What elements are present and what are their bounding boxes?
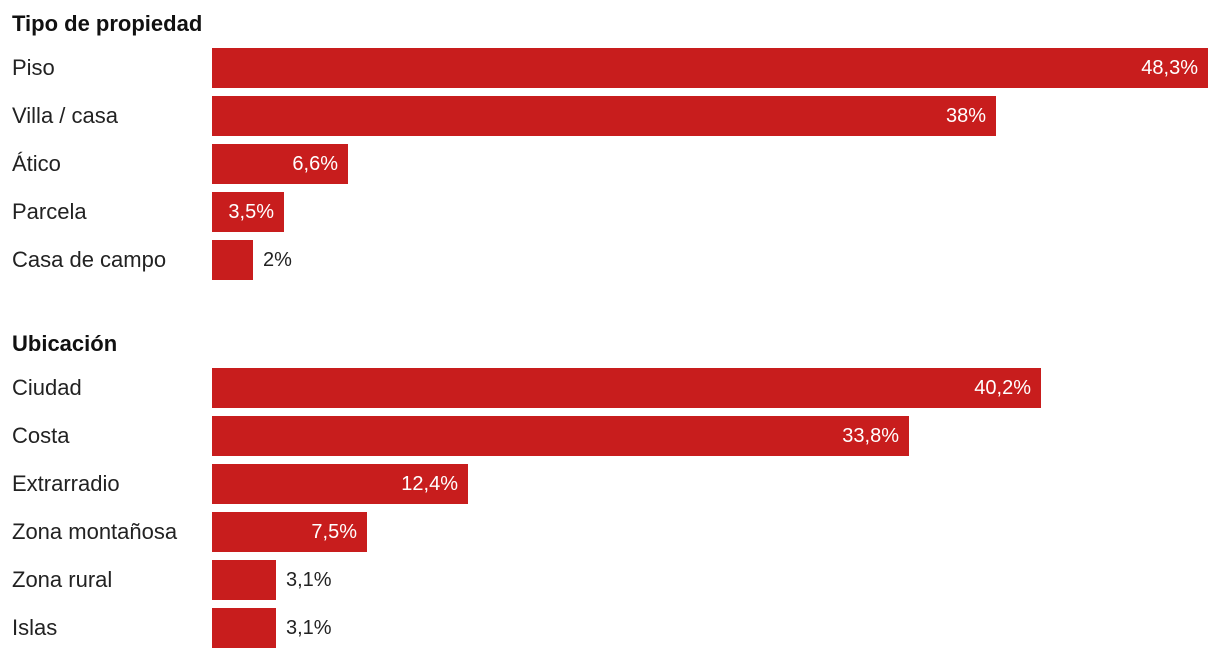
chart-title: Ubicación [12, 331, 118, 356]
value-label: 2% [263, 249, 292, 271]
chart-location: Ubicación Ciudad 40,2% Costa 33,8% Extrarrad… [0, 328, 1220, 658]
value-label: 12,4% [401, 473, 458, 495]
category-label: Villa / casa [12, 103, 118, 128]
bar-row: Villa / casa 38% [0, 96, 1220, 136]
bar-row: Piso 48,3% [0, 48, 1220, 88]
category-label: Extrarradio [12, 471, 120, 496]
bar-row: Extrarradio 12,4% [0, 464, 1220, 504]
bar-row: Casa de campo 2% [0, 240, 1220, 280]
bar [212, 416, 909, 456]
bar [212, 144, 348, 184]
bar-row: Zona montañosa 7,5% [0, 512, 1220, 552]
category-label: Islas [12, 615, 58, 640]
bar [212, 192, 284, 232]
category-label: Zona rural [12, 567, 113, 592]
bar-row: Ciudad 40,2% [0, 368, 1220, 408]
bar-row: Zona rural 3,1% [0, 560, 1220, 600]
bar [212, 608, 276, 648]
category-label: Ciudad [12, 375, 82, 400]
chart-property-type: Tipo de propiedad Piso 48,3% Villa / casa 3… [0, 0, 1220, 290]
category-label: Piso [12, 55, 55, 80]
bar-row: Ático 6,6% [0, 144, 1220, 184]
category-label: Ático [12, 151, 61, 176]
bar [212, 96, 996, 136]
value-label: 3,1% [286, 569, 332, 591]
value-label: 38% [945, 105, 986, 127]
bar-row: Costa 33,8% [0, 416, 1220, 456]
value-label: 40,2% [974, 377, 1031, 399]
value-label: 48,3% [1141, 57, 1198, 79]
value-label: 3,1% [286, 617, 332, 639]
bar [212, 464, 468, 504]
bar-row: Islas 3,1% [0, 608, 1220, 648]
category-label: Casa de campo [12, 247, 167, 272]
bar [212, 512, 367, 552]
bar [212, 240, 253, 280]
bar [212, 48, 1208, 88]
bar [212, 560, 276, 600]
category-label: Zona montañosa [12, 519, 178, 544]
category-label: Parcela [12, 199, 87, 224]
value-label: 33,8% [842, 425, 899, 447]
value-label: 7,5% [311, 521, 357, 543]
bar [212, 368, 1041, 408]
bar-row: Parcela 3,5% [0, 192, 1220, 232]
value-label: 3,5% [228, 201, 274, 223]
chart-title: Tipo de propiedad [12, 11, 203, 36]
category-label: Costa [12, 423, 70, 448]
value-label: 6,6% [292, 153, 338, 175]
